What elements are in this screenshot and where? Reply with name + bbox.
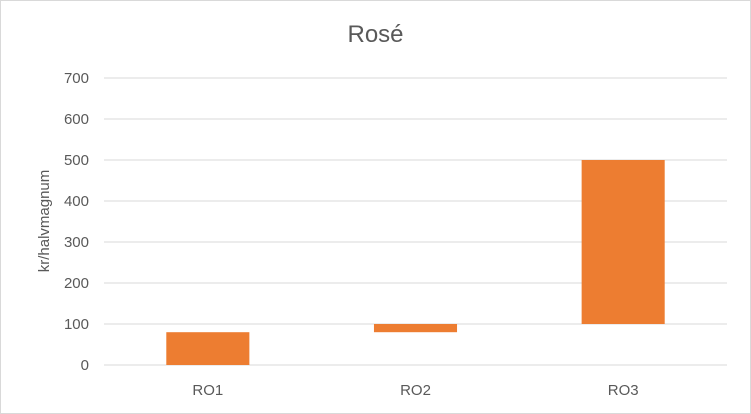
y-tick-label: 400	[64, 193, 89, 210]
y-tick-label: 500	[64, 152, 89, 169]
x-tick-labels: RO1 RO2 RO3	[192, 382, 638, 399]
x-tick-label-ro2: RO2	[400, 382, 431, 399]
x-tick-label-ro1: RO1	[192, 382, 223, 399]
y-tick-labels: 0 100 200 300 400 500 600 700	[64, 70, 89, 374]
bar-ro3	[581, 160, 665, 324]
bar-ro1	[166, 332, 250, 365]
y-tick-label: 600	[64, 111, 89, 128]
bars	[166, 160, 665, 365]
y-axis-title: kr/halvmagnum	[36, 170, 53, 273]
y-tick-label: 700	[64, 70, 89, 87]
x-tick-label-ro3: RO3	[608, 382, 639, 399]
y-tick-label: 0	[81, 357, 89, 374]
y-tick-label: 200	[64, 275, 89, 292]
y-tick-label: 100	[64, 316, 89, 333]
y-tick-label: 300	[64, 234, 89, 251]
chart-title: Rosé	[347, 21, 404, 48]
bar-ro2	[373, 324, 458, 333]
